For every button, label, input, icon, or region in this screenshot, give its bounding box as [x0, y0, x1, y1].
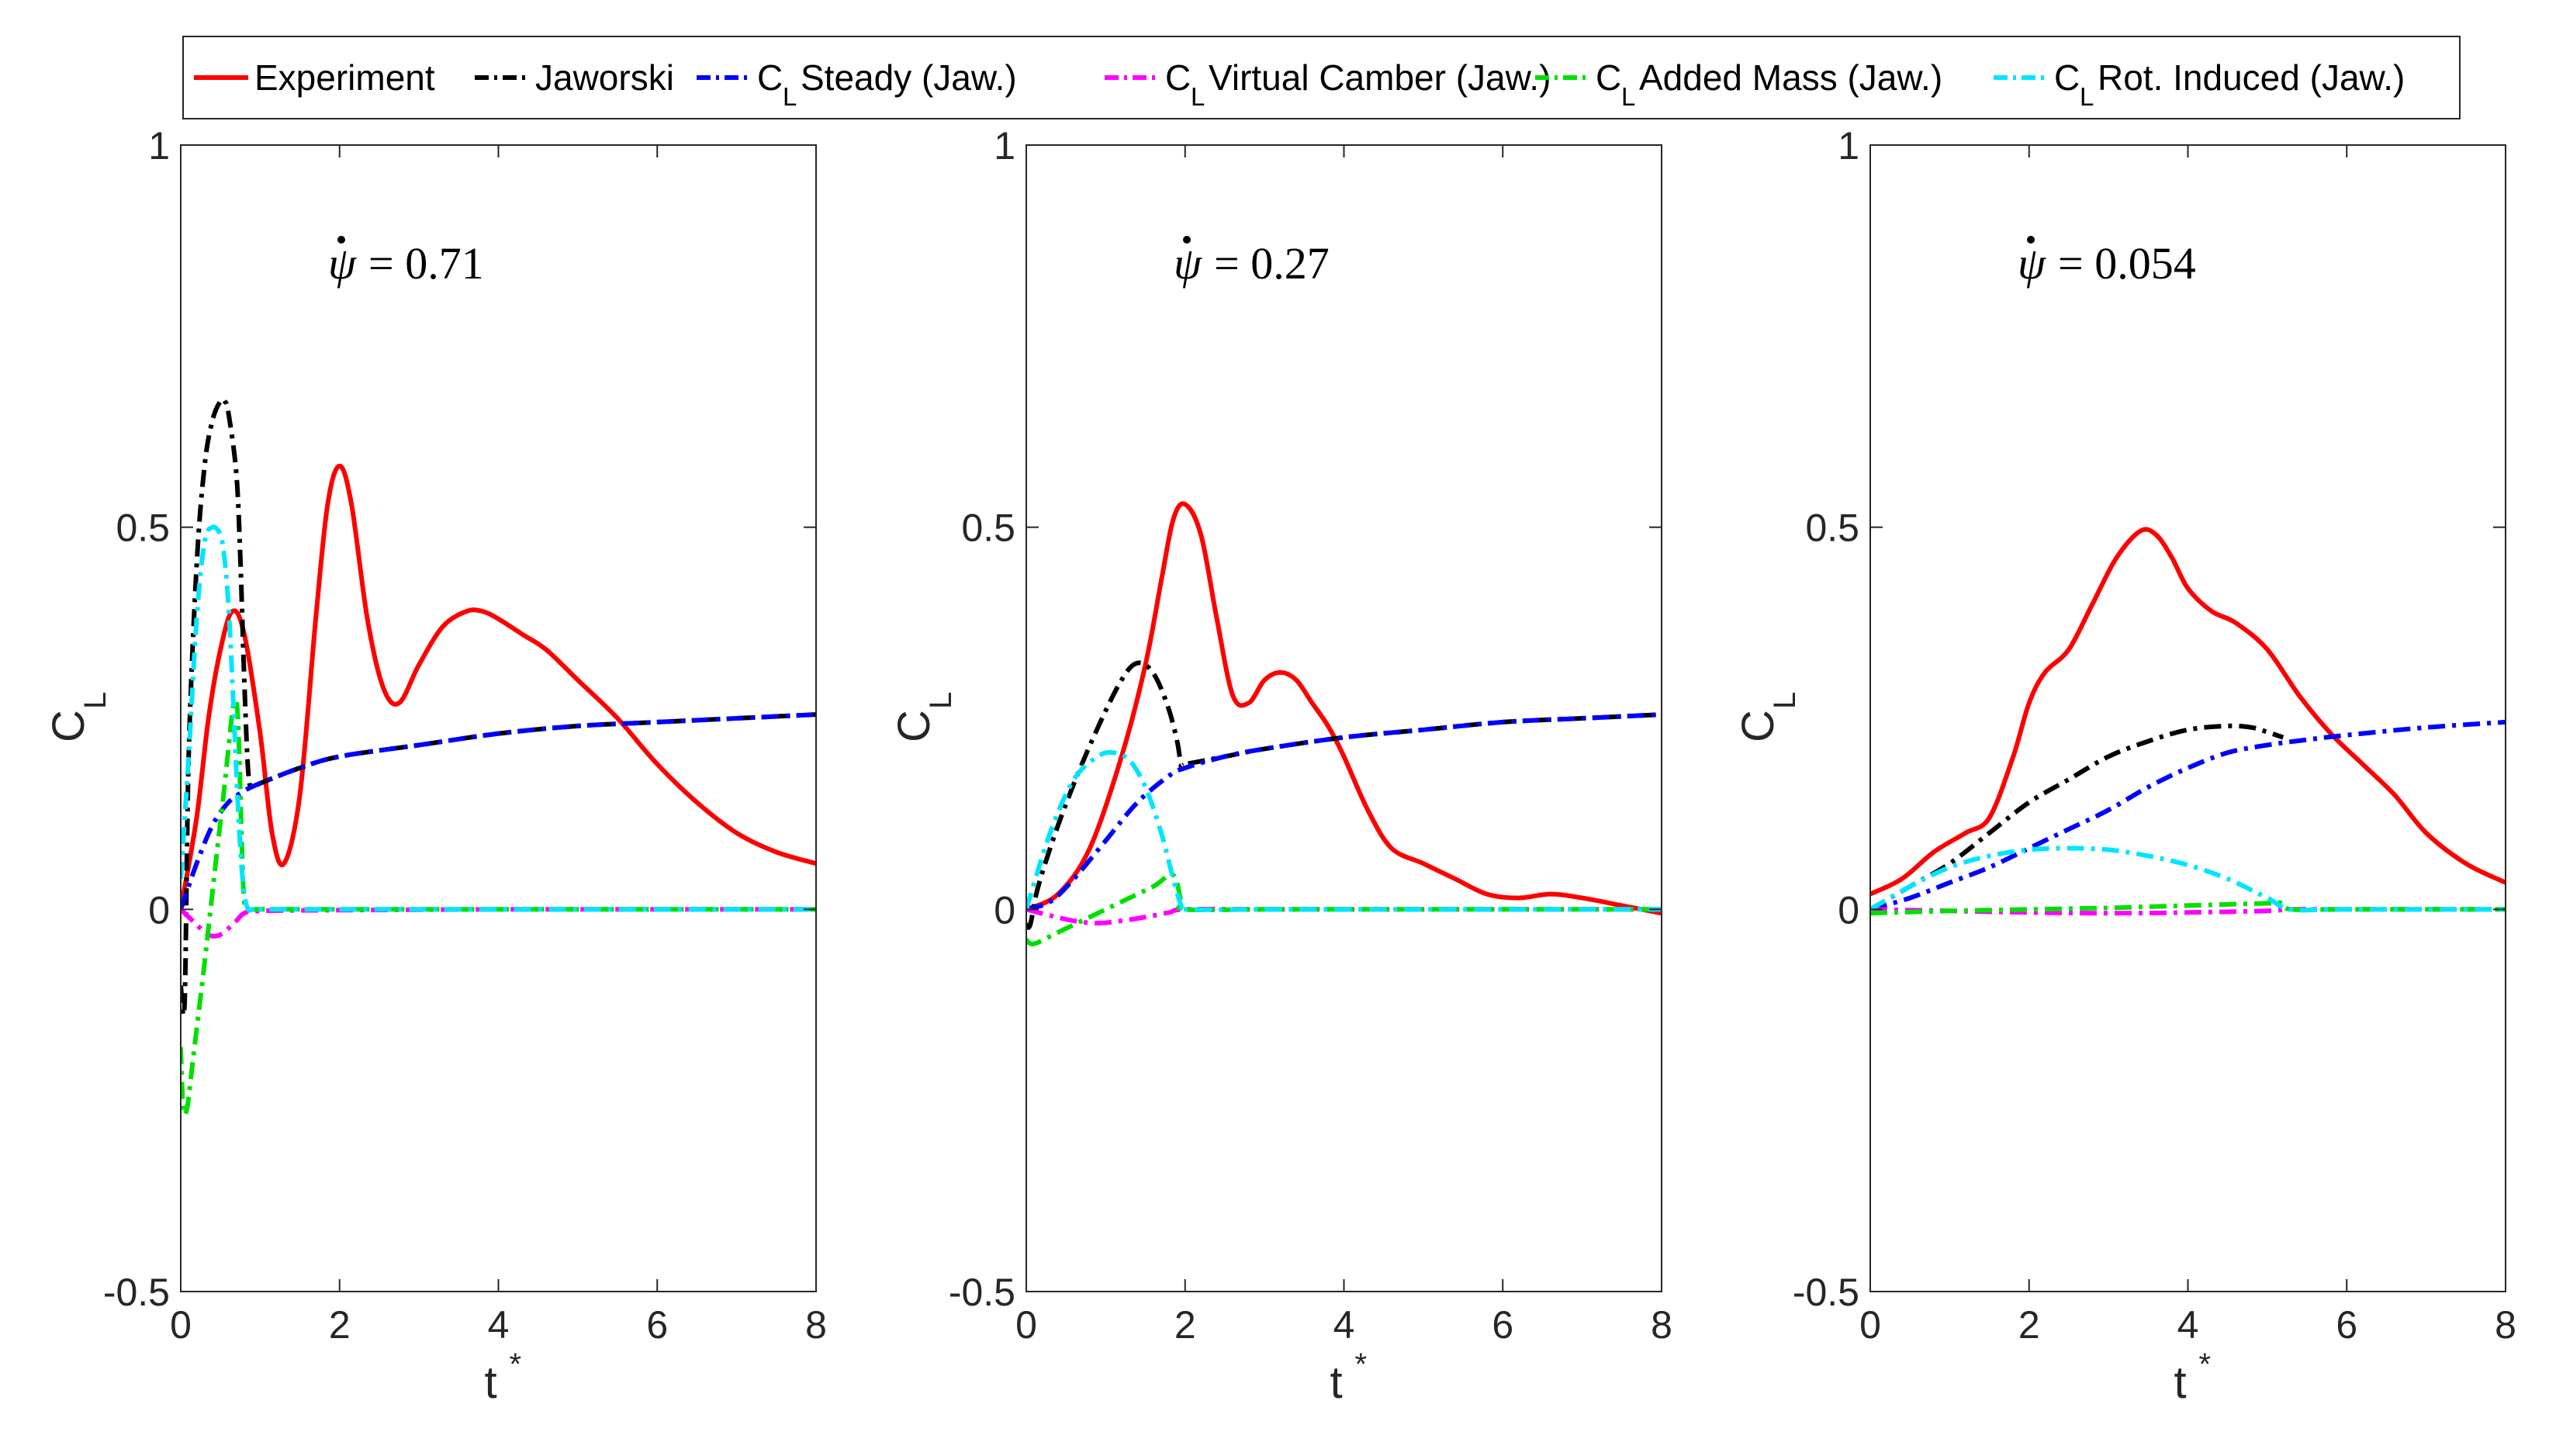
y-axis-label-sub: L: [1768, 692, 1802, 709]
x-tick-label: 2: [2018, 1303, 2040, 1347]
legend: Experiment Jaworski C L Steady (Jaw.) C L Virtu…: [182, 36, 2461, 119]
series-line-c-l-virtual-camber-jaw: [181, 907, 816, 939]
series-line-jaworski: [1870, 723, 2284, 911]
legend-item-added-mass-jaw: C L Added Mass (Jaw.): [1535, 57, 1942, 111]
plot-area: [1870, 145, 2506, 1292]
legend-item-experiment: Experiment: [194, 57, 435, 98]
series-group: [1026, 501, 1662, 946]
legend-item-virtual-camber-jaw: C L Virtual Camber (Jaw.): [1105, 57, 1551, 111]
y-tick-label: -0.5: [949, 1271, 1015, 1314]
legend-item-steady-jaw: C L Steady (Jaw.): [697, 57, 1017, 111]
x-tick-label: 6: [646, 1303, 668, 1347]
y-tick-label: 0: [1838, 888, 1859, 932]
annotation-dot: [337, 236, 345, 244]
series-line-c-l-steady-jaw: [1026, 712, 1662, 912]
series-group: [181, 396, 816, 1118]
series-line-c-l-rot-induced-jaw: [1870, 846, 2506, 913]
legend-sub: L: [1191, 82, 1205, 111]
plot-area: [181, 145, 816, 1292]
x-tick-label: 6: [1492, 1303, 1513, 1347]
legend-label: Rot. Induced (Jaw.): [2098, 57, 2405, 98]
x-tick-label: 4: [2177, 1303, 2199, 1347]
y-tick-label: 0.5: [116, 507, 170, 550]
legend-sub: L: [2080, 82, 2094, 111]
legend-label: Steady (Jaw.): [801, 57, 1017, 98]
legend-item-jaworski: Jaworski: [475, 57, 674, 98]
y-tick-label: 0.5: [1805, 507, 1859, 550]
legend-sub: L: [783, 82, 797, 111]
panel-middle: 0 2 4 6 8-0.500.51t *CLψ = 0.27: [889, 124, 1672, 1408]
x-tick-label: 6: [2336, 1303, 2357, 1347]
series-line-c-l-added-mass-jaw: [1870, 900, 2506, 916]
x-axis-label: t: [1330, 1357, 1342, 1408]
y-axis-label-main: C: [889, 710, 939, 742]
series-line-c-l-steady-jaw: [181, 712, 816, 911]
legend-prefix: C: [757, 57, 783, 98]
legend-sub: L: [1621, 82, 1635, 111]
y-tick-label: 1: [1838, 124, 1859, 168]
legend-prefix: C: [1165, 57, 1191, 98]
annotation-value: = 0.27: [1214, 238, 1330, 289]
y-axis-label: CL: [889, 692, 958, 742]
legend-label: Jaworski: [535, 57, 674, 98]
y-axis-label-main: C: [1733, 710, 1783, 742]
y-axis-label-main: C: [43, 710, 94, 742]
x-tick-label: 2: [329, 1303, 351, 1347]
series-line-c-l-rot-induced-jaw: [181, 524, 816, 913]
x-axis-label-sup: *: [510, 1347, 522, 1382]
legend-item-rot-induced-jaw: C L Rot. Induced (Jaw.): [1994, 57, 2405, 111]
annotation-symbol: ψ: [2018, 238, 2046, 289]
legend-prefix: C: [2054, 57, 2080, 98]
y-tick-label: 1: [994, 124, 1015, 168]
annotation-symbol: ψ: [328, 238, 357, 289]
panel-right: 0 2 4 6 8-0.500.51t *CLψ = 0.054: [1733, 124, 2516, 1408]
x-tick-label: 2: [1174, 1303, 1196, 1347]
x-tick-label: 0: [1859, 1303, 1881, 1347]
annotation-symbol: ψ: [1174, 238, 1202, 289]
x-axis-label-sup: *: [2199, 1347, 2212, 1382]
y-tick-label: 0: [148, 888, 170, 932]
y-tick-label: -0.5: [1793, 1271, 1859, 1314]
series-group: [1870, 527, 2506, 916]
y-tick-label: 0.5: [961, 507, 1015, 550]
series-line-c-l-virtual-camber-jaw: [1870, 907, 2506, 916]
series-line-experiment: [1026, 501, 1662, 916]
series-line-jaworski: [181, 396, 816, 1018]
legend-prefix: C: [1596, 57, 1621, 98]
series-line-c-l-rot-induced-jaw: [1026, 749, 1662, 912]
x-tick-label: 8: [1651, 1303, 1672, 1347]
chart-panels: 0 2 4 6 8-0.500.51t *CLψ = 0.710 2 4 6 8-0.500.51t…: [43, 124, 2516, 1408]
legend-label: Virtual Camber (Jaw.): [1209, 57, 1551, 98]
series-line-experiment: [1870, 527, 2506, 897]
panel-left: 0 2 4 6 8-0.500.51t *CLψ = 0.71: [43, 124, 827, 1408]
legend-box: [182, 36, 2461, 119]
y-tick-label: 1: [148, 124, 170, 168]
series-line-c-l-virtual-camber-jaw: [1026, 907, 1662, 926]
annotation-dot: [2027, 236, 2035, 244]
legend-label: Added Mass (Jaw.): [1639, 57, 1942, 98]
x-tick-label: 4: [488, 1303, 510, 1347]
series-line-c-l-steady-jaw: [1870, 719, 2506, 912]
x-axis-label: t: [484, 1357, 496, 1408]
annotation-value: = 0.71: [368, 238, 484, 289]
y-axis-label: CL: [1733, 692, 1802, 742]
legend-label: Experiment: [254, 57, 435, 98]
x-tick-label: 0: [1015, 1303, 1037, 1347]
y-tick-label: -0.5: [103, 1271, 170, 1314]
x-axis-label-sup: *: [1355, 1347, 1368, 1382]
y-axis-label: CL: [43, 692, 112, 742]
y-axis-label-sub: L: [924, 692, 958, 709]
x-axis-label: t: [2174, 1357, 2186, 1408]
y-tick-label: 0: [994, 888, 1015, 932]
annotation-value: = 0.054: [2058, 238, 2196, 289]
annotation-dot: [1183, 236, 1191, 244]
x-tick-label: 8: [2495, 1303, 2516, 1347]
x-tick-label: 8: [805, 1303, 827, 1347]
x-tick-label: 4: [1333, 1303, 1355, 1347]
x-tick-label: 0: [170, 1303, 192, 1347]
y-axis-label-sub: L: [78, 692, 112, 709]
